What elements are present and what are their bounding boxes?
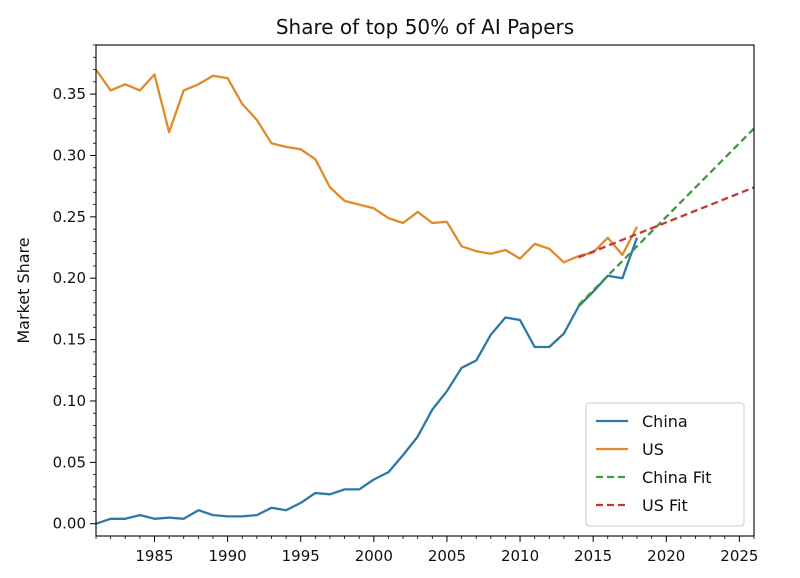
y-tick-label: 0.30 [53,146,86,164]
y-tick-label: 0.25 [53,208,86,226]
x-tick-label: 2020 [647,547,685,565]
x-tick-label: 2010 [501,547,539,565]
x-tick-label: 1990 [209,547,247,565]
x-tick-label: 2015 [574,547,612,565]
y-tick-label: 0.00 [53,515,86,533]
y-axis-label: Market Share [14,237,33,343]
legend-label-us: US [642,440,664,459]
x-tick-label: 1995 [282,547,320,565]
x-tick-label: 2000 [355,547,393,565]
series-line-us-fit [578,186,754,259]
axes: 1985 1990 1995 2000 2005 2010 2015 2020 2025 0.00… [53,44,758,565]
legend-box [585,402,745,527]
x-tick-label: 1985 [135,547,173,565]
plot-area [96,68,754,525]
series-line-china [96,237,639,525]
legend-label-china-fit: China Fit [642,468,712,487]
x-tick-label: 2005 [428,547,466,565]
y-tick-label: 0.05 [53,453,86,471]
chart-title: Share of top 50% of AI Papers [276,15,574,39]
legend: China US China Fit US Fit [585,402,745,527]
y-tick-label: 0.10 [53,392,86,410]
legend-label-china: China [642,412,688,431]
x-tick-label: 2025 [720,547,758,565]
series-line-us [96,68,639,264]
legend-label-us-fit: US Fit [642,496,688,515]
y-tick-label: 0.35 [53,85,86,103]
series-line-china-fit [577,127,754,307]
y-tick-label: 0.15 [53,331,86,349]
y-tick-label: 0.20 [53,269,86,287]
